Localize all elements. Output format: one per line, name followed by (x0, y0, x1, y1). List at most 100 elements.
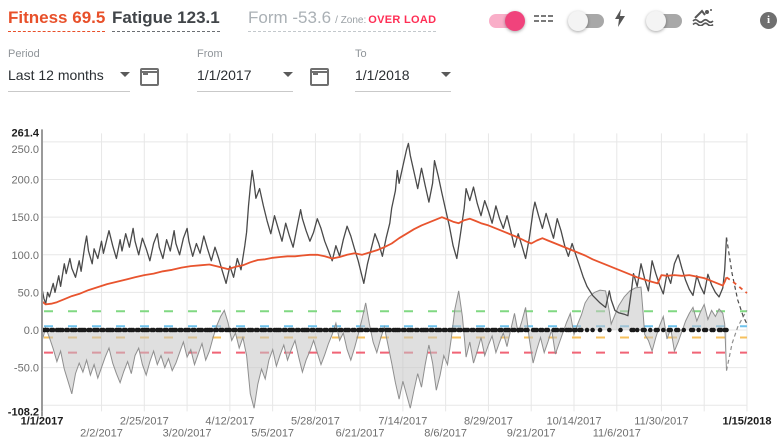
activity-dot (296, 327, 301, 333)
activity-dot (374, 327, 380, 333)
activity-dot (60, 327, 65, 333)
axis-tick-label: 3/20/2017 (163, 427, 212, 439)
axis-tick-label: 50.0 (18, 287, 39, 299)
axis-tick-label: 4/12/2017 (205, 415, 254, 427)
activity-dot (493, 327, 499, 333)
axis-tick-label: 5/28/2017 (291, 415, 340, 427)
activity-dot (249, 327, 255, 333)
to-calendar-icon[interactable] (310, 68, 329, 86)
activity-dot (173, 327, 179, 333)
activity-dot (540, 327, 545, 333)
activity-dot (458, 327, 463, 333)
activity-dot (499, 327, 504, 333)
activity-dot (579, 327, 584, 333)
activity-dot (634, 327, 640, 333)
activity-dot (45, 327, 50, 333)
axis-tick-label: 200.0 (11, 175, 39, 187)
activity-dot (681, 327, 687, 333)
activity-dot (690, 327, 696, 333)
to-label: To (355, 48, 367, 60)
fitness-metric[interactable]: Fitness 69.5 (8, 8, 106, 32)
period-label: Period (8, 48, 40, 60)
activity-dot (554, 327, 560, 333)
to-date-select[interactable]: To 1/1/2018 (355, 48, 451, 92)
field-underline (355, 91, 451, 92)
period-select[interactable]: Period Last 12 months (8, 48, 130, 92)
activity-dot (110, 327, 115, 333)
lightning-bolt-icon (614, 9, 626, 32)
activity-dot (136, 327, 142, 333)
activity-dot (452, 327, 458, 333)
from-value: 1/1/2017 (197, 67, 252, 83)
activity-dot (145, 327, 151, 333)
info-glyph: i (766, 14, 771, 26)
activity-dot (199, 327, 205, 333)
activity-dot (675, 327, 681, 333)
activity-dot (480, 327, 486, 333)
activity-dot (277, 327, 283, 333)
activity-dot (208, 327, 214, 333)
fatigue-label: Fatigue 123.1 (112, 8, 220, 27)
axis-tick-label: 1/15/2018 (723, 415, 772, 427)
axis-tick-label: 8/29/2017 (464, 415, 513, 427)
axis-tick-label: 11/30/2017 (634, 415, 688, 427)
activity-dot (164, 327, 169, 333)
axis-tick-label: 1/1/2017 (21, 415, 64, 427)
threshold-lines-toggle[interactable] (489, 11, 525, 31)
activity-dot (305, 327, 311, 333)
activity-dot (647, 327, 653, 333)
swim-toggle[interactable] (646, 11, 682, 31)
fatigue-metric[interactable]: Fatigue 123.1 (112, 8, 220, 32)
fitness-trend-chart[interactable]: 261.4 250.0 200.0 150.0 100.0 50.0 0.0 -50.0 -10… (0, 100, 779, 447)
activity-dot (117, 327, 123, 333)
activity-dot (718, 327, 724, 333)
activity-dot (409, 327, 415, 333)
power-toggle[interactable] (568, 11, 604, 31)
activity-dot (50, 327, 56, 333)
form-preview-line (725, 310, 748, 371)
activity-dot (584, 327, 590, 333)
info-icon[interactable]: i (760, 12, 777, 29)
header-bar: Fitness 69.5 Fatigue 123.1 Form -53.6/ Z… (0, 6, 779, 36)
from-calendar-icon[interactable] (140, 68, 159, 86)
activity-dot (396, 327, 402, 333)
axis-tick-label: 2/2/2017 (80, 427, 123, 439)
form-metric[interactable]: Form -53.6/ Zone: OVER LOAD (248, 8, 437, 32)
period-value: Last 12 months (8, 67, 104, 83)
activity-dot (262, 327, 268, 333)
activity-dot (365, 327, 370, 333)
activity-dot (545, 327, 551, 333)
activity-dot (703, 327, 709, 333)
from-date-select[interactable]: From 1/1/2017 (197, 48, 293, 92)
activity-dot (268, 327, 274, 333)
activity-dot (430, 327, 435, 333)
activity-dot (668, 327, 674, 333)
axis-tick-label: 8/6/2017 (424, 427, 467, 439)
activity-dot (227, 327, 233, 333)
activity-dot (101, 327, 106, 333)
axis-tick-label: 100.0 (11, 250, 39, 262)
axis-tick-label: 10/14/2017 (546, 415, 601, 427)
activity-dot (567, 327, 573, 333)
chevron-down-icon (120, 72, 130, 77)
fitness-label: Fitness 69.5 (8, 8, 106, 27)
activity-dot (123, 327, 129, 333)
activity-dot (186, 327, 192, 333)
activity-dot (88, 327, 93, 333)
axis-tick-label: 150.0 (11, 212, 39, 224)
axis-tick-label: 5/5/2017 (251, 427, 294, 439)
activity-dot (339, 327, 344, 333)
activity-dot (607, 327, 612, 333)
zone-prefix-label: / Zone: (335, 15, 367, 26)
activity-dot (65, 327, 71, 333)
activity-dot (437, 327, 443, 333)
axis-tick-label: 0.0 (24, 325, 39, 337)
axis-tick-label: 2/25/2017 (120, 415, 169, 427)
activity-dot (311, 327, 316, 333)
activity-dot (696, 327, 701, 333)
activity-dot (73, 327, 78, 333)
activity-dot (82, 327, 88, 333)
activity-dot (352, 327, 357, 333)
activity-dot (724, 327, 729, 333)
axis-tick-label: 261.4 (11, 127, 39, 139)
